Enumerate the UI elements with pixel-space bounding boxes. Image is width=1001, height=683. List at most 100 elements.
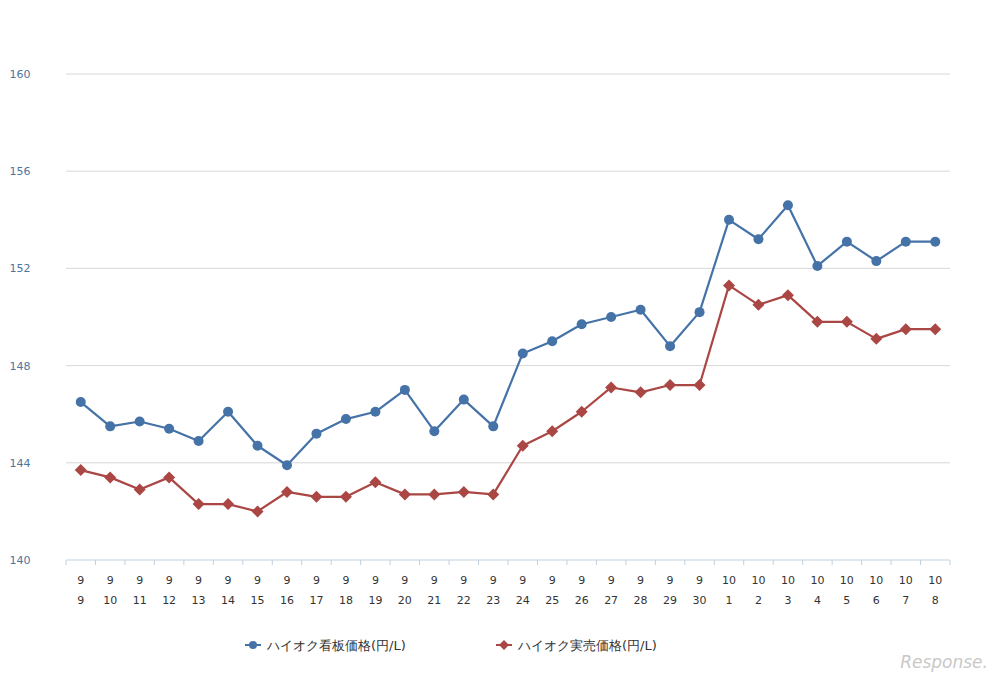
legend-label: ハイオク実売価格(円/L) [517,638,657,653]
grid-line [66,74,950,75]
x-tick [891,560,892,565]
y-tick-label: 156 [10,165,31,178]
x-tick [508,560,509,565]
x-tick [95,560,96,565]
x-tick [449,560,450,565]
x-tick-label: 106 [869,574,883,607]
marker [783,200,793,210]
marker [76,397,86,407]
marker [606,312,616,322]
marker [310,491,322,503]
x-tick-label: 917 [309,574,323,607]
marker [577,319,587,329]
y-tick-label: 140 [10,554,31,567]
x-tick [714,560,715,565]
grid-line [66,171,950,172]
x-tick-label: 101 [722,574,736,607]
marker [135,416,145,426]
x-tick-label: 912 [162,574,176,607]
marker [930,237,940,247]
x-tick-label: 927 [604,574,618,607]
marker [782,289,794,301]
x-tick-label: 929 [663,574,677,607]
x-tick-label: 918 [339,574,353,607]
marker [194,436,204,446]
marker [547,336,557,346]
x-tick [213,560,214,565]
marker [723,279,735,291]
x-tick [920,560,921,565]
x-tick-label: 913 [192,574,206,607]
x-tick [360,560,361,565]
marker [900,323,912,335]
x-tick [655,560,656,565]
x-tick-label: 910 [103,574,117,607]
x-tick-label: 922 [457,574,471,607]
marker [842,237,852,247]
marker [724,215,734,225]
marker [400,385,410,395]
x-tick-label: 925 [545,574,559,607]
x-tick [566,560,567,565]
marker [370,407,380,417]
x-tick-label: 915 [251,574,265,607]
marker [252,505,264,517]
x-tick-label: 104 [810,574,824,607]
x-tick [537,560,538,565]
x-tick [802,560,803,565]
y-tick-label: 160 [10,68,31,81]
x-tick [832,560,833,565]
marker [282,460,292,470]
x-tick [124,560,125,565]
x-tick-label: 914 [221,574,235,607]
marker [105,421,115,431]
y-tick-label: 144 [10,457,31,470]
x-tick-label: 107 [899,574,913,607]
x-tick [154,560,155,565]
x-tick-label: 102 [751,574,765,607]
x-tick [66,560,67,565]
x-tick [301,560,302,565]
marker [546,425,558,437]
marker [694,379,706,391]
marker [487,488,499,500]
legend: ハイオク看板価格(円/L)ハイオク実売価格(円/L) [245,638,657,653]
marker [399,488,411,500]
marker [518,348,528,358]
x-tick-label: 911 [133,574,147,607]
x-tick [773,560,774,565]
plot-area [75,200,942,517]
x-tick-label: 926 [575,574,589,607]
marker [901,237,911,247]
grid-line [66,462,950,463]
marker [459,395,469,405]
x-tick-label: 928 [634,574,648,607]
x-tick [183,560,184,565]
x-tick [272,560,273,565]
x-tick-label: 99 [77,574,84,607]
marker [104,471,116,483]
x-tick [950,560,951,565]
x-tick-label: 920 [398,574,412,607]
marker [752,299,764,311]
marker [134,484,146,496]
marker [812,261,822,271]
marker [281,486,293,498]
watermark: Response. [900,652,988,672]
marker [576,406,588,418]
x-tick [625,560,626,565]
x-tick [861,560,862,565]
series-line [81,285,936,511]
x-tick [419,560,420,565]
marker [341,414,351,424]
x-tick-label: 930 [693,574,707,607]
marker [458,486,470,498]
x-tick-label: 919 [368,574,382,607]
x-tick [684,560,685,565]
marker [164,424,174,434]
marker [517,440,529,452]
x-tick-label: 921 [427,574,441,607]
x-tick [743,560,744,565]
marker [871,256,881,266]
marker [369,476,381,488]
